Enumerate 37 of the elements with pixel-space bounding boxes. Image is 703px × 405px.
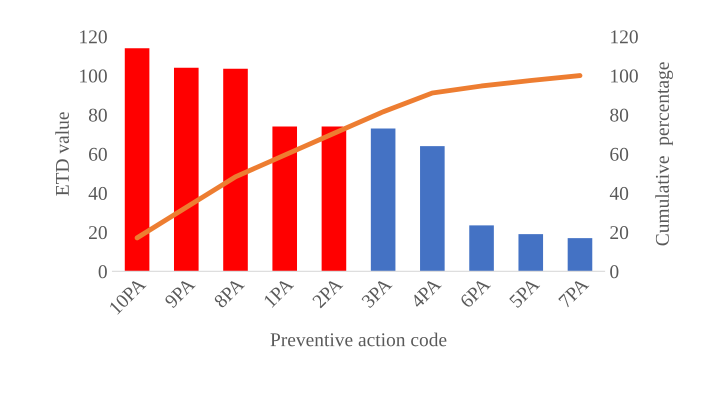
x-tick-label: 8PA [213, 276, 246, 309]
bar [272, 126, 298, 272]
x-axis-title: Preventive action code [270, 332, 446, 346]
x-tick-label: 1PA [263, 276, 294, 308]
y2-axis-title: Cumulative percentage [655, 62, 673, 246]
y2-tick-label: 60 [610, 148, 628, 161]
y2-tick-label: 40 [610, 186, 628, 200]
y2-tick-label: 0 [610, 265, 618, 278]
bar [124, 48, 150, 272]
y2-tick-label: 100 [611, 69, 638, 83]
bar [370, 128, 396, 272]
y2-tick-label: 20 [610, 226, 628, 240]
y2-tick-label: 80 [610, 108, 628, 122]
y-tick-label: 40 [88, 186, 107, 200]
bar [322, 126, 346, 272]
y-tick-label: 80 [88, 108, 107, 122]
y-tick-label: 120 [80, 30, 107, 44]
x-tick-label: 6PA [459, 276, 492, 308]
y-tick-label: 60 [89, 148, 107, 161]
x-tick-label: 9PA [164, 276, 196, 309]
bar [223, 68, 248, 272]
bar [469, 225, 494, 272]
bar [568, 238, 592, 272]
bar [174, 68, 199, 272]
x-tick-label: 3PA [361, 276, 393, 308]
x-tick-label: 7PA [558, 276, 590, 308]
y-tick-label: 0 [98, 265, 107, 278]
line-series [134, 73, 582, 240]
y-tick-label: 20 [89, 226, 107, 240]
bar [518, 234, 544, 272]
y-axis-title: ETD value [55, 112, 69, 196]
x-tick-label: 2PA [312, 276, 344, 308]
y-tick-label: 100 [80, 69, 107, 83]
bar [420, 146, 445, 272]
x-tick-label: 5PA [508, 276, 540, 308]
x-tick-label: 4PA [410, 276, 442, 309]
y2-tick-label: 120 [611, 30, 638, 44]
